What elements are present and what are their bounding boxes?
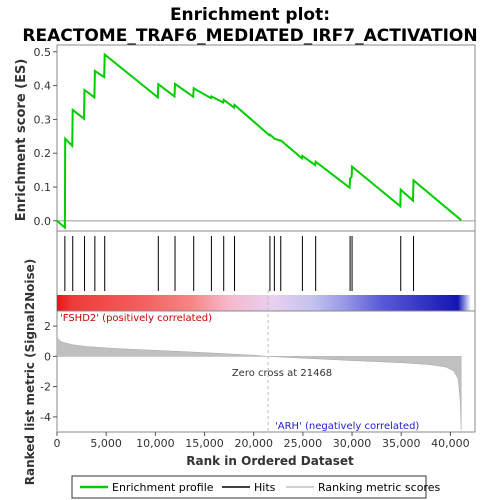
x-tick-label: 25,000	[284, 437, 323, 450]
hits-panel	[56, 230, 476, 312]
enrichment-profile-line	[56, 52, 462, 230]
metric-y-tick-label: -2	[40, 381, 51, 394]
title-line-2: REACTOME_TRAF6_MEDIATED_IRF7_ACTIVATION	[22, 26, 477, 46]
es-y-tick-label: 0.4	[34, 80, 52, 93]
es-y-tick-label: 0.2	[34, 147, 52, 160]
x-tick-label: 35,000	[382, 437, 421, 450]
metric-y-tick-label: 0	[44, 350, 51, 363]
x-tick-label: 5,000	[90, 437, 122, 450]
es-y-tick-label: 0.5	[34, 46, 52, 59]
legend: Enrichment profile Hits Ranking metric s…	[71, 475, 440, 499]
es-panel: 0.0 0.1 0.2 0.3 0.4 0.5 Enrichment score (ES)	[14, 44, 476, 232]
metric-panel: -4 -2 0 2 'FSHD2' (positively correlated) Z…	[23, 259, 476, 486]
x-tick-label: 0	[54, 437, 61, 450]
hit-markers	[64, 236, 415, 291]
es-panel-frame	[56, 44, 476, 232]
x-axis-label: Rank in Ordered Dataset	[186, 454, 354, 468]
metric-panel-frame	[56, 310, 476, 433]
title-line-1: Enrichment plot:	[170, 5, 330, 25]
x-tick-label: 30,000	[333, 437, 372, 450]
positive-correlation-label: 'FSHD2' (positively correlated)	[60, 313, 212, 324]
x-tick-label: 20,000	[234, 437, 273, 450]
x-axis: 0 5,000 10,000 15,000 20,000 25,000 30,000 35,0…	[54, 432, 470, 450]
metric-y-axis: -4 -2 0 2	[40, 320, 57, 424]
es-y-tick-label: 0.1	[34, 181, 52, 194]
x-tick-label: 15,000	[185, 437, 224, 450]
es-y-tick-label: 0.3	[34, 113, 52, 126]
ranking-heat-bar	[57, 295, 471, 311]
metric-y-tick-label: 2	[44, 320, 51, 333]
es-y-tick-label: 0.0	[34, 215, 52, 228]
metric-y-axis-label: Ranked list metric (Signal2Noise)	[23, 259, 37, 486]
metric-y-tick-label: -4	[40, 411, 51, 424]
negative-correlation-label: 'ARH' (negatively correlated)	[275, 421, 419, 432]
legend-hits-label: Hits	[254, 481, 276, 494]
legend-enrichment-label: Enrichment profile	[112, 481, 214, 494]
es-y-axis-label: Enrichment score (ES)	[14, 59, 29, 222]
es-y-axis: 0.0 0.1 0.2 0.3 0.4 0.5	[34, 46, 57, 228]
ranking-metric-area	[56, 335, 462, 431]
x-tick-label: 40,000	[431, 437, 470, 450]
legend-metric-label: Ranking metric scores	[318, 481, 440, 494]
x-tick-label: 10,000	[136, 437, 175, 450]
zero-cross-label: Zero cross at 21468	[232, 368, 332, 379]
